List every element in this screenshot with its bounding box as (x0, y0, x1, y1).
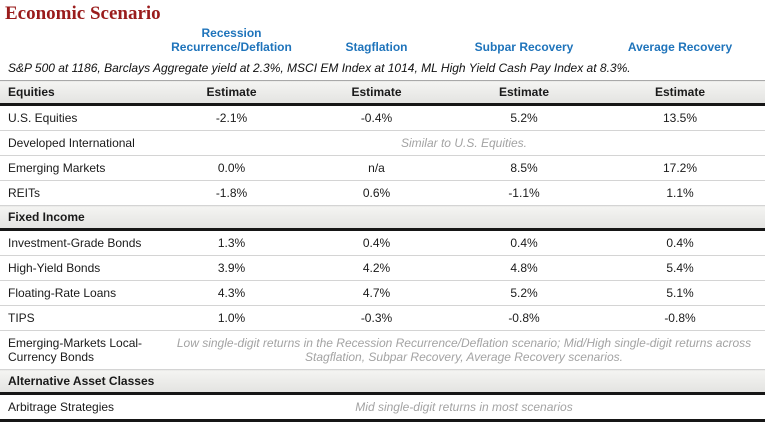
table-row-tips: TIPS 1.0% -0.3% -0.8% -0.8% (0, 305, 765, 331)
estimate-header: Estimate (595, 80, 765, 106)
estimate-value: 0.4% (300, 229, 453, 256)
table-row-em-local-currency-bonds: Emerging-Markets Local-Currency Bonds Lo… (0, 330, 765, 370)
estimate-value: -0.8% (595, 305, 765, 331)
estimate-value: 13.5% (595, 104, 765, 131)
estimate-value: -0.8% (453, 305, 595, 331)
estimate-value: 17.2% (595, 155, 765, 181)
estimate-value: 4.8% (453, 255, 595, 281)
estimate-value: 4.3% (163, 280, 300, 306)
scenario-column-header-subpar: Subpar Recovery (474, 40, 574, 54)
estimate-value: 3.9% (163, 255, 300, 281)
table-row-emerging-markets: Emerging Markets 0.0% n/a 8.5% 17.2% (0, 155, 765, 181)
scenario-column-header-average: Average Recovery (627, 40, 733, 54)
scenario-header-spacer (0, 24, 163, 57)
section-header-alternative-asset-classes: Alternative Asset Classes (0, 369, 765, 395)
estimate-value: 0.0% (163, 155, 300, 181)
scenario-note: Low single-digit returns in the Recessio… (163, 330, 765, 370)
estimate-value: 0.4% (453, 229, 595, 256)
estimate-header: Estimate (163, 80, 300, 106)
estimate-header: Estimate (300, 80, 453, 106)
estimate-value: 8.5% (453, 155, 595, 181)
asset-name: Floating-Rate Loans (0, 280, 163, 306)
asset-name: TIPS (0, 305, 163, 331)
scenario-column-header-stagflation: Stagflation (345, 40, 408, 54)
asset-name: High-Yield Bonds (0, 255, 163, 281)
asset-name: U.S. Equities (0, 104, 163, 131)
section-label: Fixed Income (0, 205, 765, 231)
estimate-value: 5.2% (453, 280, 595, 306)
scenario-column-header-recession: Recession Recurrence/Deflation (171, 26, 292, 54)
estimate-value: -1.1% (453, 180, 595, 206)
scenario-table: Recession Recurrence/Deflation Stagflati… (0, 24, 765, 422)
estimate-value: 1.1% (595, 180, 765, 206)
estimate-value: 4.2% (300, 255, 453, 281)
asset-name: REITs (0, 180, 163, 206)
scenario-note: Similar to U.S. Equities. (163, 130, 765, 156)
estimate-value: 1.3% (163, 229, 300, 256)
section-label: Equities (0, 80, 163, 106)
table-row-investment-grade-bonds: Investment-Grade Bonds 1.3% 0.4% 0.4% 0.… (0, 229, 765, 256)
estimate-value: 5.2% (453, 104, 595, 131)
table-row-us-equities: U.S. Equities -2.1% -0.4% 5.2% 13.5% (0, 104, 765, 131)
estimate-value: -1.8% (163, 180, 300, 206)
assumptions-subtitle: S&P 500 at 1186, Barclays Aggregate yiel… (8, 61, 631, 75)
scenario-header-row: Recession Recurrence/Deflation Stagflati… (0, 24, 765, 57)
table-row-developed-international: Developed International Similar to U.S. … (0, 130, 765, 156)
estimate-value: 4.7% (300, 280, 453, 306)
asset-name: Emerging Markets (0, 155, 163, 181)
subtitle-row: S&P 500 at 1186, Barclays Aggregate yiel… (0, 57, 765, 81)
asset-name: Arbitrage Strategies (0, 393, 163, 422)
estimate-value: 0.4% (595, 229, 765, 256)
estimate-value: -2.1% (163, 104, 300, 131)
section-header-fixed-income: Fixed Income (0, 205, 765, 231)
estimate-value: 5.1% (595, 280, 765, 306)
estimate-value: 0.6% (300, 180, 453, 206)
section-header-equities: Equities Estimate Estimate Estimate Esti… (0, 80, 765, 106)
estimate-value: n/a (300, 155, 453, 181)
estimate-value: -0.4% (300, 104, 453, 131)
section-label: Alternative Asset Classes (0, 369, 765, 395)
table-row-arbitrage-strategies: Arbitrage Strategies Mid single-digit re… (0, 393, 765, 422)
estimate-value: 5.4% (595, 255, 765, 281)
table-row-reits: REITs -1.8% 0.6% -1.1% 1.1% (0, 180, 765, 206)
estimate-value: -0.3% (300, 305, 453, 331)
table-row-floating-rate-loans: Floating-Rate Loans 4.3% 4.7% 5.2% 5.1% (0, 280, 765, 306)
estimate-header: Estimate (453, 80, 595, 106)
economic-scenario-page: Economic Scenario Recession Recurrence/D… (0, 3, 765, 422)
estimate-value: 1.0% (163, 305, 300, 331)
asset-name: Investment-Grade Bonds (0, 229, 163, 256)
scenario-note: Mid single-digit returns in most scenari… (163, 393, 765, 422)
page-title: Economic Scenario (5, 3, 161, 24)
asset-name: Developed International (0, 130, 163, 156)
asset-name: Emerging-Markets Local-Currency Bonds (0, 330, 163, 370)
table-row-high-yield-bonds: High-Yield Bonds 3.9% 4.2% 4.8% 5.4% (0, 255, 765, 281)
